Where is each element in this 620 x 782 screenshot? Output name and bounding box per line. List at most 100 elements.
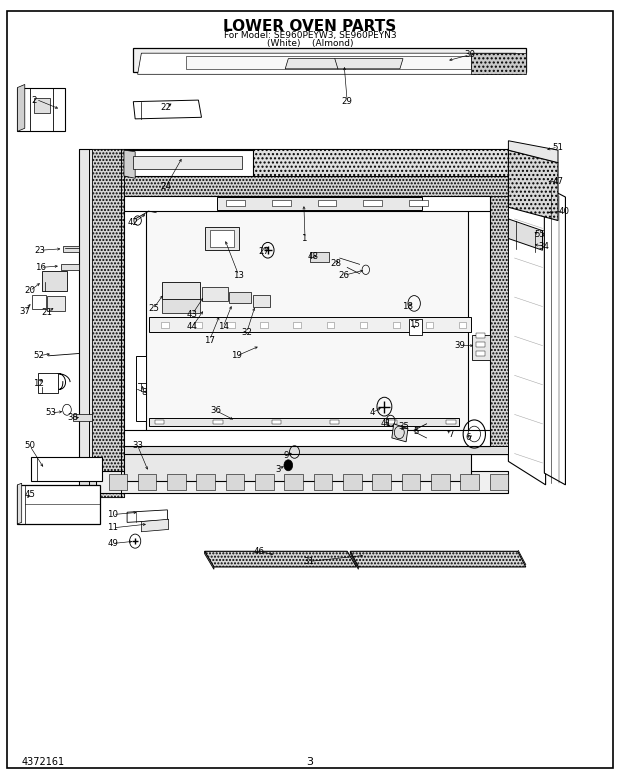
Polygon shape [63,246,79,252]
Polygon shape [96,471,508,493]
Text: 42: 42 [128,218,139,228]
Text: 34: 34 [539,242,550,251]
Text: 27: 27 [258,247,269,256]
Polygon shape [124,454,471,481]
Bar [167,474,186,490]
Bar [373,474,391,490]
Polygon shape [127,510,167,522]
Polygon shape [146,211,468,430]
Text: 53: 53 [45,408,56,418]
Polygon shape [149,344,484,360]
Bar [138,474,156,490]
Text: 10: 10 [107,510,118,519]
Text: 48: 48 [308,252,319,261]
Bar [133,156,242,169]
Polygon shape [79,471,96,493]
Polygon shape [124,150,253,176]
Bar [431,474,450,490]
Text: 6: 6 [466,433,471,443]
Polygon shape [205,551,214,569]
Text: 50: 50 [24,441,35,450]
Polygon shape [17,485,100,524]
Text: 17: 17 [204,335,215,345]
Polygon shape [544,186,565,485]
Polygon shape [409,319,422,335]
Bar [343,474,361,490]
Polygon shape [124,446,508,454]
Text: 3: 3 [275,465,280,474]
Polygon shape [487,176,508,454]
Polygon shape [508,219,542,250]
Bar [426,322,433,328]
Text: For Model: SE960PEYW3, SE960PEYN3: For Model: SE960PEYW3, SE960PEYN3 [224,31,396,41]
Bar [205,227,239,250]
Text: 9: 9 [284,450,289,460]
Text: 46: 46 [254,547,265,556]
Bar [360,322,367,328]
Polygon shape [508,149,546,485]
Text: 26: 26 [339,271,350,280]
Polygon shape [471,53,526,74]
Text: 32: 32 [241,328,252,337]
Text: 25: 25 [148,303,159,313]
Text: 47: 47 [552,177,564,186]
Polygon shape [61,264,79,270]
Bar [330,420,339,424]
Polygon shape [141,184,490,446]
Bar [476,333,485,338]
Text: 12: 12 [33,378,44,388]
Text: 45: 45 [24,490,35,499]
Text: 15: 15 [409,320,420,329]
Text: 13: 13 [233,271,244,280]
Bar [46,296,65,311]
Polygon shape [350,551,358,569]
Polygon shape [124,176,146,454]
Text: 24: 24 [161,181,172,191]
Bar [293,322,301,328]
Text: 30: 30 [464,50,476,59]
Polygon shape [124,149,508,176]
Text: 3: 3 [306,757,314,766]
Bar [32,295,46,309]
Bar [253,295,270,307]
Polygon shape [149,418,459,426]
Polygon shape [141,519,169,532]
Text: 41: 41 [380,419,391,429]
Polygon shape [310,252,329,262]
Bar [213,420,223,424]
Bar [272,200,291,206]
Bar [260,322,268,328]
Text: (White)    (Almond): (White) (Almond) [267,39,353,48]
Bar [409,200,428,206]
Polygon shape [124,176,508,454]
Bar [228,322,235,328]
Bar [446,420,456,424]
Bar [327,322,334,328]
Polygon shape [17,88,65,131]
Text: 14: 14 [218,322,229,332]
Polygon shape [508,150,558,221]
Text: replaceparts.com: replaceparts.com [270,351,350,361]
Bar [476,351,485,356]
Bar [229,292,251,303]
Text: 52: 52 [33,351,44,361]
Text: 55: 55 [534,230,545,239]
Text: 5: 5 [414,427,419,436]
Bar [38,373,58,393]
Bar [202,287,228,301]
Polygon shape [124,150,135,178]
Polygon shape [133,100,202,119]
Polygon shape [92,149,124,497]
Circle shape [284,460,293,471]
Polygon shape [392,424,408,442]
Text: 2: 2 [32,95,37,105]
Text: 29: 29 [342,97,353,106]
Polygon shape [133,48,526,72]
Text: 18: 18 [402,302,414,311]
Bar [490,474,508,490]
Text: 44: 44 [187,322,198,332]
Polygon shape [350,551,526,567]
Bar [388,420,397,424]
Text: 49: 49 [107,539,118,548]
Bar [155,420,164,424]
